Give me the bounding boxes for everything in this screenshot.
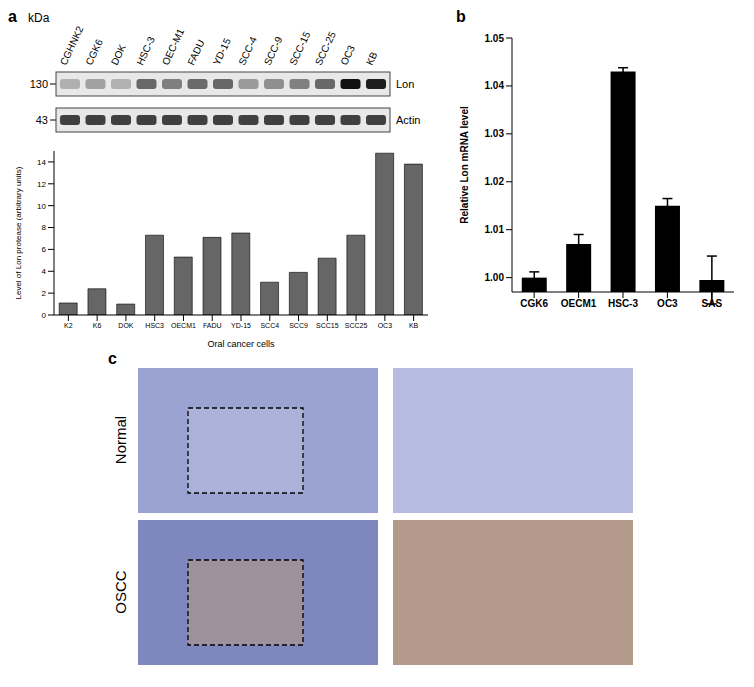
svg-text:Oral cancer cells: Oral cancer cells — [207, 339, 275, 349]
svg-text:HSC-3: HSC-3 — [134, 35, 157, 67]
svg-text:HSC-3: HSC-3 — [608, 298, 638, 309]
svg-text:OECM1: OECM1 — [171, 322, 196, 329]
svg-text:130: 130 — [30, 78, 48, 90]
svg-text:YD-15: YD-15 — [211, 36, 233, 67]
svg-text:SCC15: SCC15 — [316, 322, 339, 329]
svg-text:OEC-M1: OEC-M1 — [160, 27, 187, 67]
svg-text:SCC-25: SCC-25 — [313, 30, 338, 67]
svg-text:4: 4 — [42, 267, 47, 276]
svg-text:CGK6: CGK6 — [83, 37, 105, 67]
svg-text:Normal: Normal — [112, 416, 129, 464]
svg-text:1.03: 1.03 — [485, 128, 505, 139]
svg-text:0: 0 — [42, 311, 47, 320]
svg-text:CGHNK2: CGHNK2 — [58, 24, 86, 67]
svg-text:SCC-9: SCC-9 — [262, 35, 285, 67]
svg-text:6: 6 — [42, 245, 47, 254]
svg-text:8: 8 — [42, 223, 47, 232]
svg-text:Level of Lon protease (arbitra: Level of Lon protease (arbitrary units) — [14, 166, 23, 299]
svg-text:YD-15: YD-15 — [231, 322, 251, 329]
svg-text:SAS: SAS — [702, 298, 723, 309]
svg-text:Lon: Lon — [396, 78, 414, 90]
svg-text:12: 12 — [37, 180, 46, 189]
svg-text:1.01: 1.01 — [485, 224, 505, 235]
svg-text:Relative Lon mRNA level: Relative Lon mRNA level — [459, 106, 470, 224]
svg-text:FADU: FADU — [185, 38, 206, 67]
svg-text:Actin: Actin — [396, 114, 420, 126]
svg-text:KB: KB — [409, 322, 419, 329]
svg-text:43: 43 — [36, 114, 48, 126]
svg-text:DOK: DOK — [109, 42, 128, 67]
svg-text:1.05: 1.05 — [485, 33, 505, 44]
svg-text:1.04: 1.04 — [485, 80, 505, 91]
svg-text:OECM1: OECM1 — [561, 298, 597, 309]
svg-text:SCC4: SCC4 — [260, 322, 279, 329]
svg-text:OC3: OC3 — [378, 322, 393, 329]
svg-text:FADU: FADU — [203, 322, 222, 329]
html-text:b: b — [456, 8, 466, 25]
svg-text:OC3: OC3 — [657, 298, 678, 309]
svg-text:OSCC: OSCC — [112, 570, 129, 614]
html-text:a: a — [8, 8, 17, 25]
svg-text:K6: K6 — [93, 322, 102, 329]
svg-text:SCC25: SCC25 — [345, 322, 368, 329]
svg-text:HSC3: HSC3 — [145, 322, 164, 329]
svg-text:10: 10 — [37, 202, 46, 211]
html-text:c: c — [108, 350, 117, 367]
svg-text:1.02: 1.02 — [485, 176, 505, 187]
svg-text:2: 2 — [42, 289, 47, 298]
svg-text:1.00: 1.00 — [485, 272, 505, 283]
svg-text:14: 14 — [37, 158, 46, 167]
svg-text:SCC-4: SCC-4 — [236, 35, 259, 67]
svg-text:kDa: kDa — [28, 11, 50, 25]
svg-text:K2: K2 — [64, 322, 73, 329]
svg-text:OC3: OC3 — [338, 43, 357, 67]
svg-text:SCC9: SCC9 — [289, 322, 308, 329]
svg-text:DOK: DOK — [118, 322, 134, 329]
svg-text:SCC-15: SCC-15 — [287, 30, 312, 67]
svg-text:KB: KB — [364, 50, 380, 67]
svg-text:CGK6: CGK6 — [520, 298, 548, 309]
